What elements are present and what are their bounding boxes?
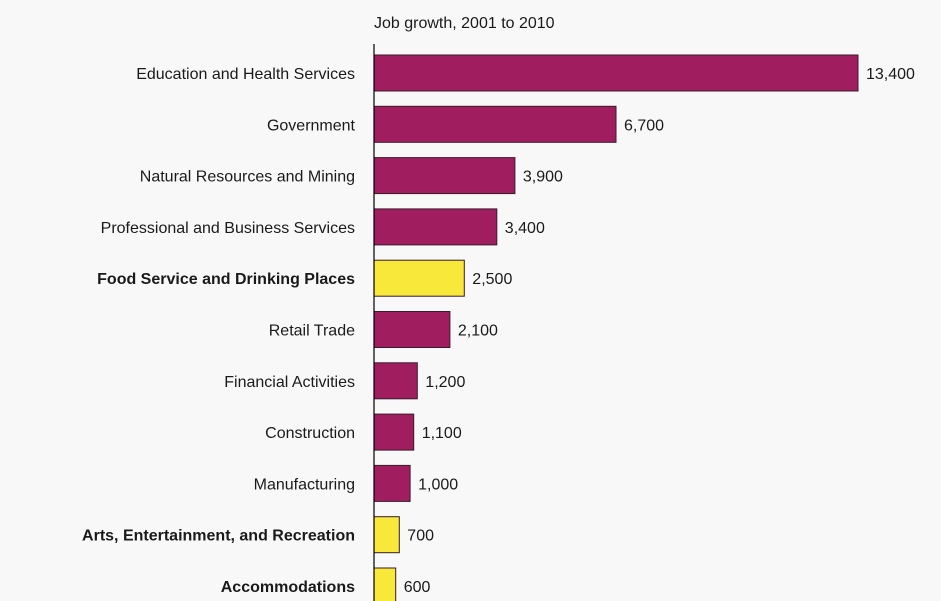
bar <box>373 464 411 502</box>
bar <box>373 259 465 297</box>
category-label: Retail Trade <box>269 323 355 340</box>
category-label: Government <box>267 117 356 134</box>
bar <box>373 567 397 601</box>
value-label: 1,100 <box>422 425 462 442</box>
category-label: Natural Resources and Mining <box>140 169 355 186</box>
category-label: Construction <box>265 425 355 442</box>
value-label: 2,100 <box>458 323 498 340</box>
category-label: Food Service and Drinking Places <box>97 271 355 288</box>
category-label: Accommodations <box>221 579 355 596</box>
bar <box>373 157 516 195</box>
chart-title: Job growth, 2001 to 2010 <box>374 15 555 32</box>
bar <box>373 311 451 348</box>
value-label: 600 <box>404 579 431 596</box>
value-label: 13,400 <box>866 66 915 83</box>
category-label: Professional and Business Services <box>101 220 355 237</box>
value-label: 2,500 <box>472 271 512 288</box>
category-label: Arts, Entertainment, and Recreation <box>82 528 355 545</box>
bar <box>373 54 859 92</box>
value-label: 1,000 <box>418 476 458 493</box>
category-label: Education and Health Services <box>136 66 355 83</box>
category-label: Manufacturing <box>254 476 355 493</box>
bar <box>373 413 415 451</box>
bar <box>373 362 418 400</box>
value-label: 1,200 <box>425 374 465 391</box>
bar <box>373 516 400 554</box>
value-label: 700 <box>407 528 434 545</box>
category-label: Financial Activities <box>224 374 355 391</box>
value-label: 6,700 <box>624 117 664 134</box>
bar <box>373 105 617 143</box>
bar <box>373 208 498 246</box>
value-label: 3,400 <box>505 220 545 237</box>
value-label: 3,900 <box>523 169 563 186</box>
